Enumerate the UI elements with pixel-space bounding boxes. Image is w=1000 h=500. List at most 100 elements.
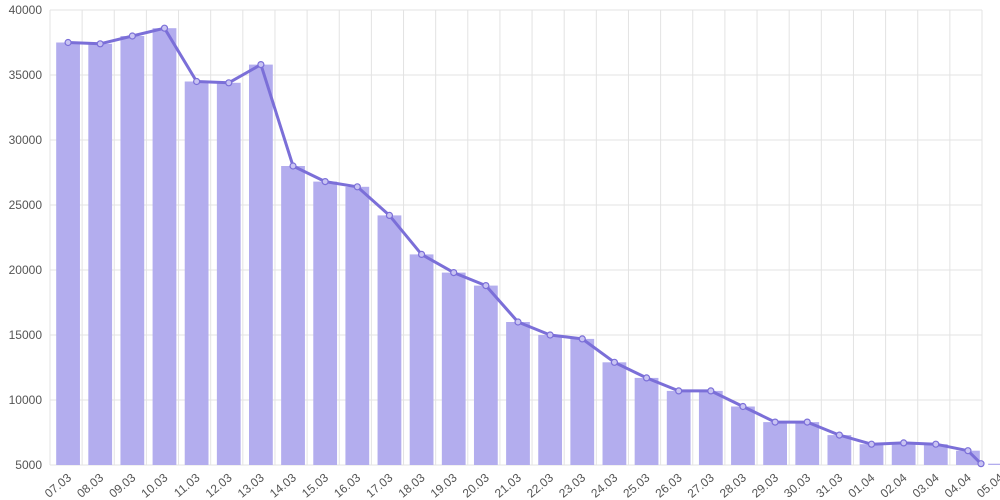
x-tick-label: 17.03 xyxy=(363,470,395,500)
y-tick-label: 15000 xyxy=(9,328,43,342)
x-tick-label: 23.03 xyxy=(556,470,588,500)
series-line xyxy=(66,26,983,466)
x-tick-label: 11.03 xyxy=(171,470,203,500)
bar-19.03 xyxy=(441,272,466,465)
x-tick-label: 22.03 xyxy=(524,470,556,500)
bar-26.03 xyxy=(666,390,691,465)
x-tick-label: 28.03 xyxy=(717,470,749,500)
bar-30.03 xyxy=(795,422,820,465)
x-tick-label: 12.03 xyxy=(203,470,235,500)
bar-25.03 xyxy=(634,377,659,465)
bar-01.04 xyxy=(859,444,884,465)
point-25.03 xyxy=(642,374,651,382)
x-tick-label: 07.03 xyxy=(42,470,74,500)
x-tick-label: 10.03 xyxy=(138,470,170,500)
bar-11.03 xyxy=(184,81,209,465)
y-tick-label: 10000 xyxy=(9,393,43,407)
point-05.04 xyxy=(977,460,985,468)
point-27.03 xyxy=(707,387,715,395)
x-tick-label: 03.04 xyxy=(910,470,942,500)
x-tick-label: 18.03 xyxy=(396,470,428,500)
point-29.03 xyxy=(771,418,779,426)
bar-20.03 xyxy=(473,285,498,465)
point-24.03 xyxy=(610,358,619,366)
point-09.03 xyxy=(128,32,136,40)
bar-31.03 xyxy=(827,435,852,465)
x-tick-label: 09.03 xyxy=(106,470,138,500)
point-13.03 xyxy=(257,60,265,69)
bar-27.03 xyxy=(698,390,723,465)
bar-18.03 xyxy=(409,254,434,465)
bar-21.03 xyxy=(506,322,530,465)
bar-04.04 xyxy=(956,450,980,465)
point-30.03 xyxy=(803,418,811,426)
y-tick-label: 35000 xyxy=(9,68,43,82)
point-12.03 xyxy=(225,79,233,87)
point-31.03 xyxy=(835,431,843,439)
x-tick-label: 08.03 xyxy=(74,470,106,500)
bar-16.03 xyxy=(345,186,370,466)
line-series xyxy=(66,26,983,466)
x-tick-label: 04.04 xyxy=(942,470,974,500)
bar-09.03 xyxy=(120,36,145,465)
bar-13.03 xyxy=(249,64,273,465)
x-tick-label: 21.03 xyxy=(492,470,524,500)
bar-24.03 xyxy=(602,362,627,465)
x-tick-label: 14.03 xyxy=(267,470,299,500)
x-tick-label: 01.04 xyxy=(845,470,877,500)
x-tick-label: 05.04 xyxy=(974,470,1000,500)
point-03.04 xyxy=(932,440,940,448)
point-23.03 xyxy=(578,335,586,343)
x-tick-label: 25.03 xyxy=(620,470,652,500)
point-20.03 xyxy=(482,282,490,290)
point-01.04 xyxy=(867,440,876,448)
bar-28.03 xyxy=(731,406,755,465)
x-tick-label: 31.03 xyxy=(813,470,845,500)
x-tick-label: 20.03 xyxy=(460,470,492,500)
point-16.03 xyxy=(353,183,361,191)
bar-23.03 xyxy=(570,338,595,465)
y-tick-label: 20000 xyxy=(9,263,43,277)
bar-12.03 xyxy=(216,82,241,466)
x-tick-label: 13.03 xyxy=(235,470,267,500)
y-tick-label: 40000 xyxy=(9,3,43,17)
y-tick-label: 30000 xyxy=(9,133,43,147)
point-14.03 xyxy=(289,162,297,170)
x-tick-label: 29.03 xyxy=(749,470,781,500)
bar-03.04 xyxy=(923,444,948,465)
bar-17.03 xyxy=(377,215,402,465)
bar-08.03 xyxy=(88,43,113,466)
bar-29.03 xyxy=(763,422,787,465)
x-tick-label: 16.03 xyxy=(331,470,363,500)
x-tick-label: 26.03 xyxy=(653,470,685,500)
point-21.03 xyxy=(514,318,522,326)
x-tick-label: 24.03 xyxy=(588,470,620,500)
bar-14.03 xyxy=(281,166,305,465)
point-18.03 xyxy=(417,250,426,258)
point-19.03 xyxy=(450,269,458,277)
bar-15.03 xyxy=(313,181,338,465)
bar-22.03 xyxy=(538,335,563,465)
y-tick-label: 25000 xyxy=(9,198,43,212)
bar-10.03 xyxy=(152,28,177,465)
point-08.03 xyxy=(96,40,104,48)
point-11.03 xyxy=(193,77,201,86)
point-07.03 xyxy=(64,38,72,47)
point-26.03 xyxy=(675,387,683,395)
x-tick-label: 19.03 xyxy=(428,470,460,500)
x-tick-label: 15.03 xyxy=(299,470,331,500)
x-tick-label: 27.03 xyxy=(685,470,717,500)
bar-02.04 xyxy=(891,442,916,465)
y-axis-ticks: 5000 10000 15000 20000 25000 30000 35000 40000 xyxy=(9,3,43,472)
x-tick-label: 02.04 xyxy=(878,470,910,500)
point-15.03 xyxy=(321,178,329,186)
bar-series xyxy=(56,28,1000,466)
point-04.04 xyxy=(964,447,972,455)
line-points xyxy=(64,24,985,468)
point-28.03 xyxy=(739,402,747,411)
point-02.04 xyxy=(900,439,908,447)
y-tick-label: 5000 xyxy=(15,458,42,472)
bar-07.03 xyxy=(56,42,80,465)
